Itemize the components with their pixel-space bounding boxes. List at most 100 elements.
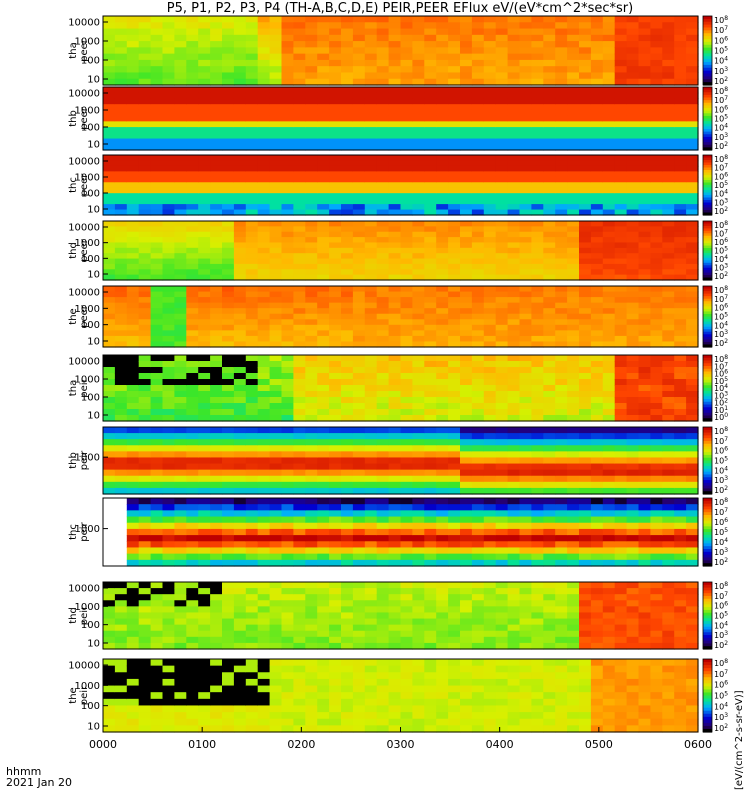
ytick-label: 1000: [75, 238, 100, 249]
colorbar-tick-label: 104: [714, 56, 728, 66]
colorbar-tick-label: 107: [714, 25, 728, 35]
colorbar-tick-label: 106: [714, 446, 728, 456]
panel-ylabel: thdpeir: [68, 605, 90, 625]
colorbar-tick-label: 103: [714, 132, 728, 142]
colorbar-tick-label: 102: [714, 338, 728, 348]
colorbar-tick-label: 108: [714, 154, 728, 164]
colorbar-tick-label: 107: [714, 436, 728, 446]
ytick-label: 1000: [75, 37, 100, 48]
ytick-label: 10: [87, 270, 100, 281]
panel-frame: [102, 15, 699, 86]
ytick-label: 10: [87, 337, 100, 348]
colorbar-tick-label: 106: [714, 237, 728, 247]
colorbar-tick-label: 103: [714, 390, 728, 400]
colorbar-tick-label: 103: [714, 263, 728, 273]
colorbar-tick-label: 104: [714, 620, 728, 630]
colorbar-tick-label: 102: [714, 76, 728, 86]
panel-thd-peir: thdpeir 10000 1000 100 10 1081071061051041031…: [68, 581, 728, 650]
panel-ylabel: thcpeir: [68, 521, 90, 541]
colorbar-tick-label: 107: [714, 163, 728, 173]
colorbar-tick-label: 102: [714, 271, 728, 281]
panel-ylabel: thbpeer: [68, 106, 90, 130]
panel-frame: [102, 86, 699, 151]
colorbar-tick-label: 104: [714, 254, 728, 264]
colorbar-tick-label: 108: [714, 581, 728, 591]
ytick-label: 1000: [75, 375, 100, 386]
colorbar-tick-label: 107: [714, 294, 728, 304]
colorbar-tick-label: 102: [714, 557, 728, 567]
ytick-label: 1000: [75, 173, 100, 184]
colorbar-tick-label: 106: [714, 35, 728, 45]
panel-ylabel: thcpeer: [68, 173, 90, 197]
panel-frame: [102, 581, 699, 650]
ytick-label: 100: [81, 123, 100, 134]
panel-frame: [102, 154, 699, 216]
ytick-label: 10: [87, 205, 100, 216]
colorbar-tick-label: 107: [714, 95, 728, 105]
colorbar-tick-label: 105: [714, 456, 728, 466]
ytick-label: 1000: [75, 681, 100, 692]
colorbar-tick-label: 105: [714, 114, 728, 124]
colorbar-tick-label: 103: [714, 66, 728, 76]
colorbar-tick-label: 103: [714, 475, 728, 485]
panel-the-peer: thepeer 10000 1000 100 10 1081071061051041031…: [68, 285, 728, 348]
spectrogram-cells: [103, 286, 699, 348]
colorbar-tick-label: 103: [714, 197, 728, 207]
colorbar-tick-label: 108: [714, 285, 728, 295]
ytick-label: 100: [81, 393, 100, 404]
date-label: 2021 Jan 20: [6, 776, 72, 789]
colorbar-tick-label: 100: [714, 412, 728, 422]
ytick-label: 10000: [68, 288, 100, 299]
colorbar-tick-label: 104: [714, 701, 728, 711]
colorbar-tick-label: 102: [714, 141, 728, 151]
spectrogram-cells: [103, 659, 699, 733]
colorbar-tick-label: 103: [714, 630, 728, 640]
colorbar-tick-label: 103: [714, 547, 728, 557]
colorbar-tick-label: 101: [714, 405, 728, 415]
spectrogram-cells: [103, 16, 699, 86]
colorbar-tick-label: 103: [714, 329, 728, 339]
ytick-label: 10: [87, 639, 100, 650]
spectrogram-cells: [103, 355, 699, 422]
panel-ylabel: thapeir: [68, 377, 90, 397]
colorbar-tick-label: 106: [714, 303, 728, 313]
panel-frame: [102, 285, 699, 348]
colorbar-tick-label: 105: [714, 611, 728, 621]
ytick-label: 10000: [68, 584, 100, 595]
panel-frame: [102, 426, 699, 495]
ytick-label: 10000: [68, 18, 100, 29]
colorbar-tick-label: 106: [714, 517, 728, 527]
ytick-label: 100: [81, 620, 100, 631]
panel-ylabel: thepeer: [68, 304, 90, 328]
ytick-label: 1000: [75, 106, 100, 117]
xtick-label: 0500: [585, 738, 613, 751]
ytick-label: 10000: [68, 661, 100, 672]
colorbar-tick-label: 108: [714, 658, 728, 668]
spectrogram-cells: [126, 498, 699, 567]
ytick-label: 100: [81, 701, 100, 712]
panel-ylabel: thepeir: [68, 685, 90, 705]
ytick-label: 1000: [75, 602, 100, 613]
colorbar-tick-label: 103: [714, 712, 728, 722]
colorbar-tick-label: 105: [714, 691, 728, 701]
colorbar-tick-label: 106: [714, 104, 728, 114]
time-axis-label: hhmm: [6, 765, 42, 778]
panel-thb-peer: thbpeer 10000 1000 100 10 1081071061051041031…: [68, 86, 728, 151]
ytick-label: 10000: [68, 223, 100, 234]
ytick-label: 10: [87, 722, 100, 733]
colorbar-tick-label: 104: [714, 189, 728, 199]
ytick-label: 100: [81, 254, 100, 265]
xtick-label: 0000: [89, 738, 117, 751]
colorbar-tick-label: 102: [714, 640, 728, 650]
ytick-label: 100: [81, 56, 100, 67]
